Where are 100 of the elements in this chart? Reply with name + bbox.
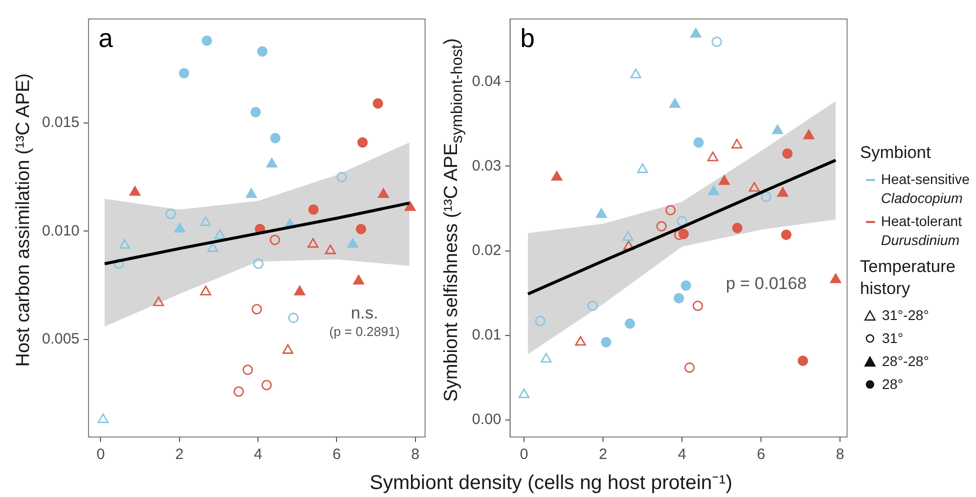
point: [252, 304, 262, 314]
point: [353, 274, 364, 285]
point: [288, 312, 299, 324]
text: Cladocopium: [881, 189, 964, 208]
point: [551, 171, 562, 181]
point: [708, 185, 720, 196]
point: [798, 356, 808, 366]
y-tick-label: 0.02: [472, 242, 502, 259]
x-tick-label: 6: [756, 446, 766, 464]
point: [777, 187, 788, 197]
point: [623, 240, 634, 250]
point: [540, 352, 552, 363]
point: [200, 286, 212, 296]
point: [712, 36, 722, 48]
point: [257, 46, 268, 57]
point: [518, 388, 530, 398]
text: 28°: [882, 375, 904, 394]
point: [803, 130, 814, 140]
text: 31°: [882, 329, 904, 348]
point: [214, 229, 226, 240]
point: [772, 124, 784, 134]
x-tick-label: 2: [175, 446, 184, 464]
chart-title: a: [98, 23, 114, 54]
point: [630, 68, 642, 78]
point: [166, 208, 176, 220]
point: [378, 188, 389, 198]
point: [261, 380, 272, 390]
point: [242, 364, 253, 376]
point: [674, 293, 684, 304]
point: [656, 221, 667, 232]
point: [98, 413, 109, 424]
point: [637, 163, 648, 174]
text: Symbiont: [860, 142, 932, 164]
y-tick-label: 0.005: [42, 330, 80, 348]
point: [535, 316, 546, 326]
point: [690, 28, 702, 38]
point: [575, 336, 586, 346]
point: [308, 204, 319, 215]
point: [622, 231, 634, 241]
annotation: (p = 0.2891): [329, 324, 400, 340]
y-tick-label: 0.04: [472, 72, 502, 90]
point: [748, 182, 760, 192]
point: [693, 137, 704, 148]
y-tick-label: 0.015: [42, 114, 80, 132]
point: [114, 258, 124, 269]
point: [253, 258, 264, 269]
point: [336, 172, 347, 182]
point: [234, 386, 244, 397]
point: [207, 242, 218, 252]
point: [718, 175, 730, 185]
point: [732, 222, 742, 234]
point: [588, 300, 598, 312]
text: Temperature history: [860, 256, 956, 300]
x-tick-label: 6: [332, 446, 341, 464]
point: [270, 132, 280, 144]
point: [266, 158, 278, 168]
x-tick-label: 4: [678, 446, 686, 464]
x-tick-label: 8: [411, 446, 420, 464]
point: [308, 238, 319, 248]
point: [202, 35, 212, 46]
text: Heat-sensitive: [881, 170, 970, 189]
point: [246, 188, 257, 198]
point: [830, 273, 842, 284]
point: [270, 234, 280, 246]
point: [596, 208, 607, 218]
point: [347, 238, 358, 248]
text: 31°-28°: [882, 306, 930, 325]
point: [684, 362, 695, 373]
point: [250, 106, 261, 118]
point: [692, 300, 704, 312]
point: [404, 201, 416, 211]
point: [282, 344, 294, 354]
point: [781, 230, 792, 240]
point: [129, 186, 140, 196]
point: [356, 224, 366, 234]
text: Heat-tolerant: [881, 212, 962, 231]
y-tick-label: 0.01: [472, 326, 502, 344]
point: [782, 148, 793, 159]
point: [200, 216, 212, 226]
x-axis-title: Symbiont density (cells ng host protein⁻¹): [368, 471, 734, 495]
y-tick-label: 0.00: [472, 411, 502, 428]
point: [669, 98, 680, 108]
point: [680, 280, 692, 291]
point: [760, 191, 772, 202]
y-axis-title: Host carbon assimilation (¹³C APE): [12, 72, 35, 369]
point: [357, 137, 368, 148]
point: [707, 152, 718, 162]
point: [600, 337, 612, 348]
point: [174, 222, 186, 233]
point: [153, 296, 164, 306]
annotation: p = 0.0168: [726, 274, 807, 294]
point: [676, 216, 688, 226]
point: [294, 286, 306, 296]
x-tick-label: 4: [254, 446, 262, 464]
x-tick-label: 2: [598, 446, 608, 464]
point: [624, 318, 636, 329]
y-tick-label: 0.010: [42, 222, 80, 240]
point: [731, 138, 742, 149]
point: [178, 68, 190, 78]
x-tick-label: 8: [836, 446, 844, 464]
